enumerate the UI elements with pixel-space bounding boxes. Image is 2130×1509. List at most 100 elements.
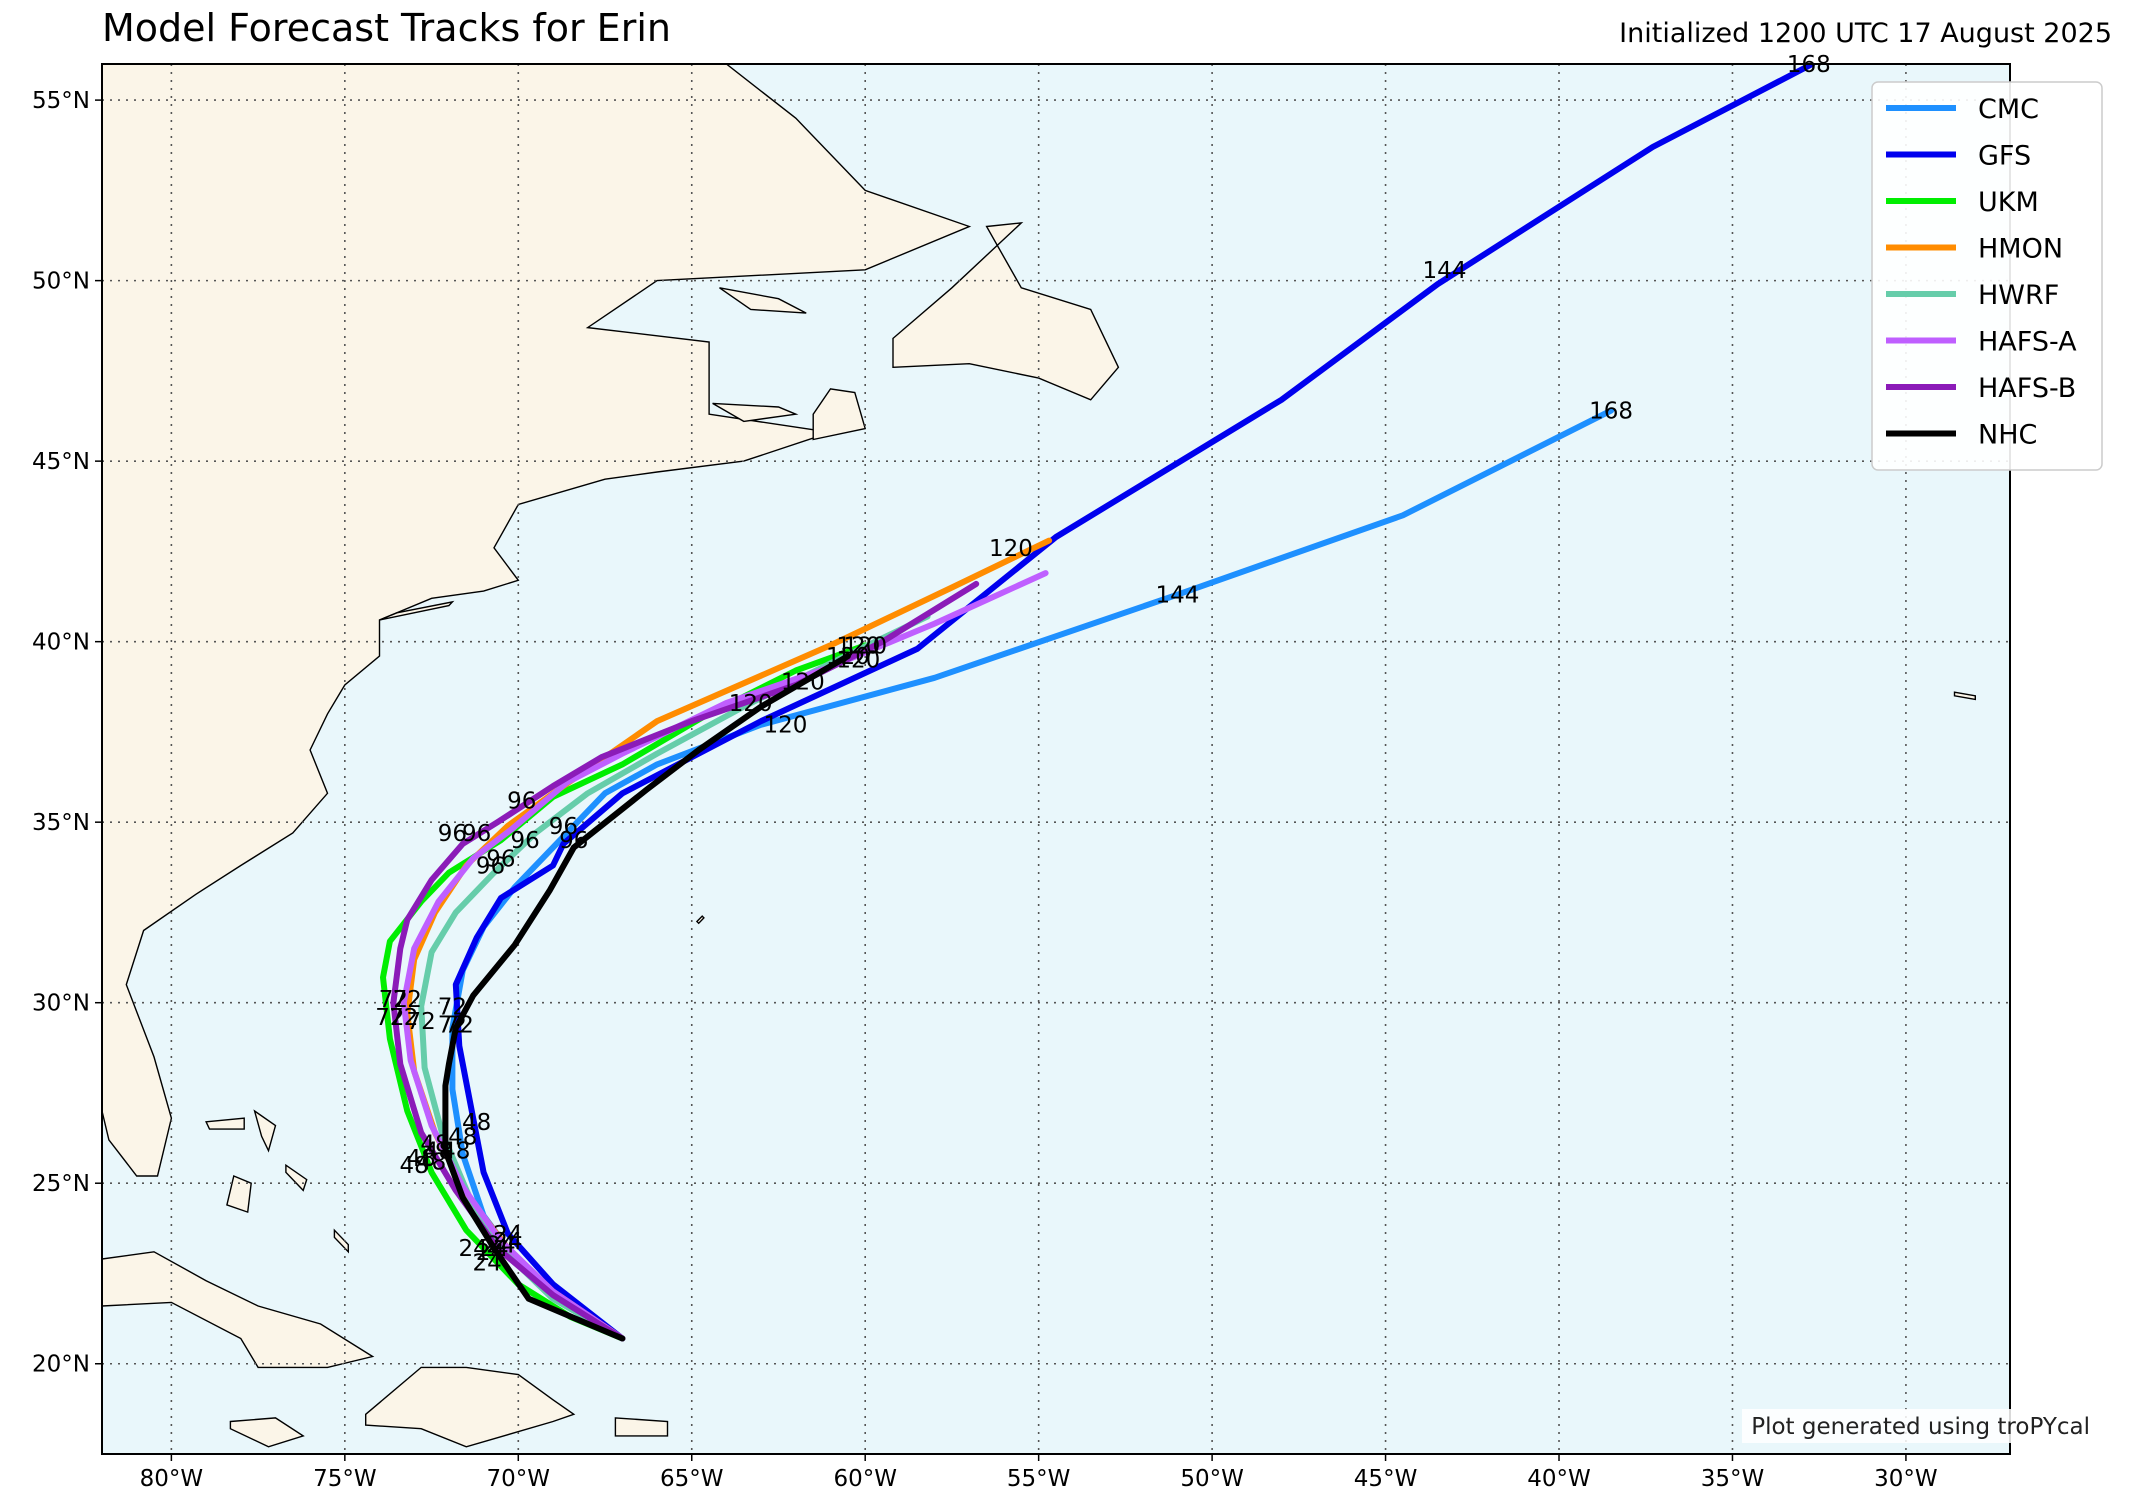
landmass-long-island xyxy=(379,600,455,621)
landmass-puerto-rico xyxy=(614,1417,669,1437)
forecast-hour-label-ukm: 96 xyxy=(486,846,515,872)
credit: Plot generated using troPYcal xyxy=(1742,1409,2096,1443)
forecast-hour-label-hmon: 24 xyxy=(493,1222,522,1248)
track-nhc xyxy=(442,653,851,1342)
track-hafs-a xyxy=(400,570,1049,1342)
forecast-hour-label-ukm: 72 xyxy=(375,1005,404,1031)
forecast-hour-label-hmon: 48 xyxy=(420,1132,449,1158)
landmass-north-america xyxy=(102,64,972,1177)
landmass-anticosti xyxy=(719,287,807,314)
forecast-hour-label-nhc: 120 xyxy=(826,644,870,670)
forecast-hour-label-hafs-b: 72 xyxy=(379,987,408,1013)
forecast-hour-label-nhc: 24 xyxy=(459,1236,488,1262)
legend-label-hafs-a: HAFS-A xyxy=(1978,327,2077,358)
landmass-jamaica xyxy=(229,1417,305,1448)
forecast-hour-label-ukm: 24 xyxy=(472,1251,501,1277)
x-tick-label: 35°W xyxy=(1701,1466,1765,1492)
landmass-grand-bahama xyxy=(205,1117,245,1130)
forecast-hour-label-gfs: 24 xyxy=(493,1229,522,1255)
forecast-hour-label-hafs-a: 120 xyxy=(836,648,880,674)
landmass-azores2 xyxy=(2052,721,2073,725)
landmass-bermuda xyxy=(695,915,705,925)
gridlines xyxy=(102,64,2010,1454)
forecast-hour-label-hmon: 120 xyxy=(989,536,1033,562)
legend-box xyxy=(1871,81,2103,471)
landmass-long-island-bahamas xyxy=(333,1228,349,1254)
y-tick-label: 40°N xyxy=(32,630,90,656)
chart-subtitle: Initialized 1200 UTC 17 August 2025 xyxy=(1619,18,2112,49)
landmass-cape-breton xyxy=(812,388,867,441)
forecast-hour-label-ukm: 48 xyxy=(400,1153,429,1179)
y-tick-label: 30°N xyxy=(32,991,90,1017)
x-tick-label: 40°W xyxy=(1527,1466,1591,1492)
forecast-hour-label-nhc: 72 xyxy=(438,1012,467,1038)
model-tracks xyxy=(380,64,1816,1342)
x-tick-label: 45°W xyxy=(1354,1466,1418,1492)
x-tick-label: 70°W xyxy=(487,1466,551,1492)
forecast-hour-label-cmc: 96 xyxy=(511,828,540,854)
legend-label-hmon: HMON xyxy=(1978,234,2063,265)
forecast-hour-label-hafs-b: 24 xyxy=(479,1236,508,1262)
forecast-hour-label-hafs-a: 24 xyxy=(486,1233,515,1259)
forecast-hour-label-gfs: 120 xyxy=(836,633,880,659)
land-layer xyxy=(102,64,2073,1448)
track-gfs xyxy=(452,64,1816,1342)
chart-title: Model Forecast Tracks for Erin xyxy=(102,6,671,50)
forecast-hour-label-hafs-b: 96 xyxy=(438,821,467,847)
landmass-abaco xyxy=(253,1109,277,1153)
legend-label-nhc: NHC xyxy=(1978,420,2037,451)
y-tick-label: 50°N xyxy=(32,269,90,295)
forecast-hour-labels: 2448729612014416824487296120144168244872… xyxy=(375,52,1830,1277)
track-ukm xyxy=(380,642,869,1342)
latitude-ticks: 20°N 25°N 30°N 35°N 40°N 45°N 50°N 55°N xyxy=(32,88,102,1378)
landmass-eleuthera xyxy=(285,1163,308,1192)
forecast-hour-label-hwrf: 72 xyxy=(407,1009,436,1035)
forecast-hour-label-cmc: 48 xyxy=(448,1124,477,1150)
x-tick-label: 75°W xyxy=(313,1466,377,1492)
forecast-hour-label-nhc: 48 xyxy=(441,1139,470,1165)
forecast-hour-label-cmc: 168 xyxy=(1589,399,1633,425)
forecast-hour-label-hwrf: 24 xyxy=(486,1233,515,1259)
legend-label-hwrf: HWRF xyxy=(1978,280,2059,311)
y-tick-label: 35°N xyxy=(32,810,90,836)
forecast-hour-label-hafs-a: 96 xyxy=(462,821,491,847)
forecast-hour-label-gfs: 48 xyxy=(462,1110,491,1136)
forecast-hour-label-cmc: 144 xyxy=(1155,583,1199,609)
legend-label-gfs: GFS xyxy=(1978,141,2031,172)
forecast-hour-label-hafs-b: 120 xyxy=(781,669,825,695)
landmass-hispaniola xyxy=(365,1366,576,1448)
map-frame xyxy=(101,63,2011,1455)
x-tick-label: 60°W xyxy=(833,1466,897,1492)
x-tick-label: 50°W xyxy=(1180,1466,1244,1492)
landmass-andros xyxy=(226,1175,252,1214)
forecast-hour-label-hmon: 96 xyxy=(507,789,536,815)
forecast-hour-label-hwrf: 96 xyxy=(476,854,505,880)
forecast-hour-label-cmc: 24 xyxy=(476,1240,505,1266)
x-tick-label: 30°W xyxy=(1874,1466,1938,1492)
legend: CMC GFS UKM HMON HWRF HAFS-A HAFS-B NHC xyxy=(1871,81,2103,471)
y-tick-label: 55°N xyxy=(32,88,90,114)
forecast-hour-label-hafs-a: 48 xyxy=(417,1150,446,1176)
forecast-hour-label-gfs: 72 xyxy=(445,1012,474,1038)
forecast-hour-label-hafs-a: 72 xyxy=(389,1005,418,1031)
forecast-hour-label-nhc: 96 xyxy=(559,828,588,854)
legend-label-ukm: UKM xyxy=(1978,187,2039,218)
forecast-hour-label-cmc: 72 xyxy=(438,994,467,1020)
forecast-hour-label-cmc: 120 xyxy=(763,713,807,739)
longitude-ticks: 80°W 75°W 70°W 65°W 60°W 55°W 50°W 45°W 40°W 35°W… xyxy=(140,1454,1938,1492)
credit-background xyxy=(1742,1409,2096,1443)
landmass-newfoundland xyxy=(892,221,1120,401)
landmass-cuba xyxy=(102,1251,375,1369)
forecast-hour-label-hmon: 72 xyxy=(393,987,422,1013)
forecast-hour-label-hwrf: 120 xyxy=(729,691,773,717)
landmass-prince-edward-island xyxy=(712,402,799,423)
forecast-hour-label-ukm: 120 xyxy=(843,633,887,659)
legend-label-cmc: CMC xyxy=(1978,94,2039,125)
credit-text: Plot generated using troPYcal xyxy=(1751,1414,2090,1440)
landmass-azores1 xyxy=(1953,691,1977,701)
forecast-hour-label-hafs-b: 48 xyxy=(407,1146,436,1172)
legend-label-hafs-b: HAFS-B xyxy=(1978,373,2076,404)
y-tick-label: 20°N xyxy=(32,1352,90,1378)
x-tick-label: 65°W xyxy=(660,1466,724,1492)
